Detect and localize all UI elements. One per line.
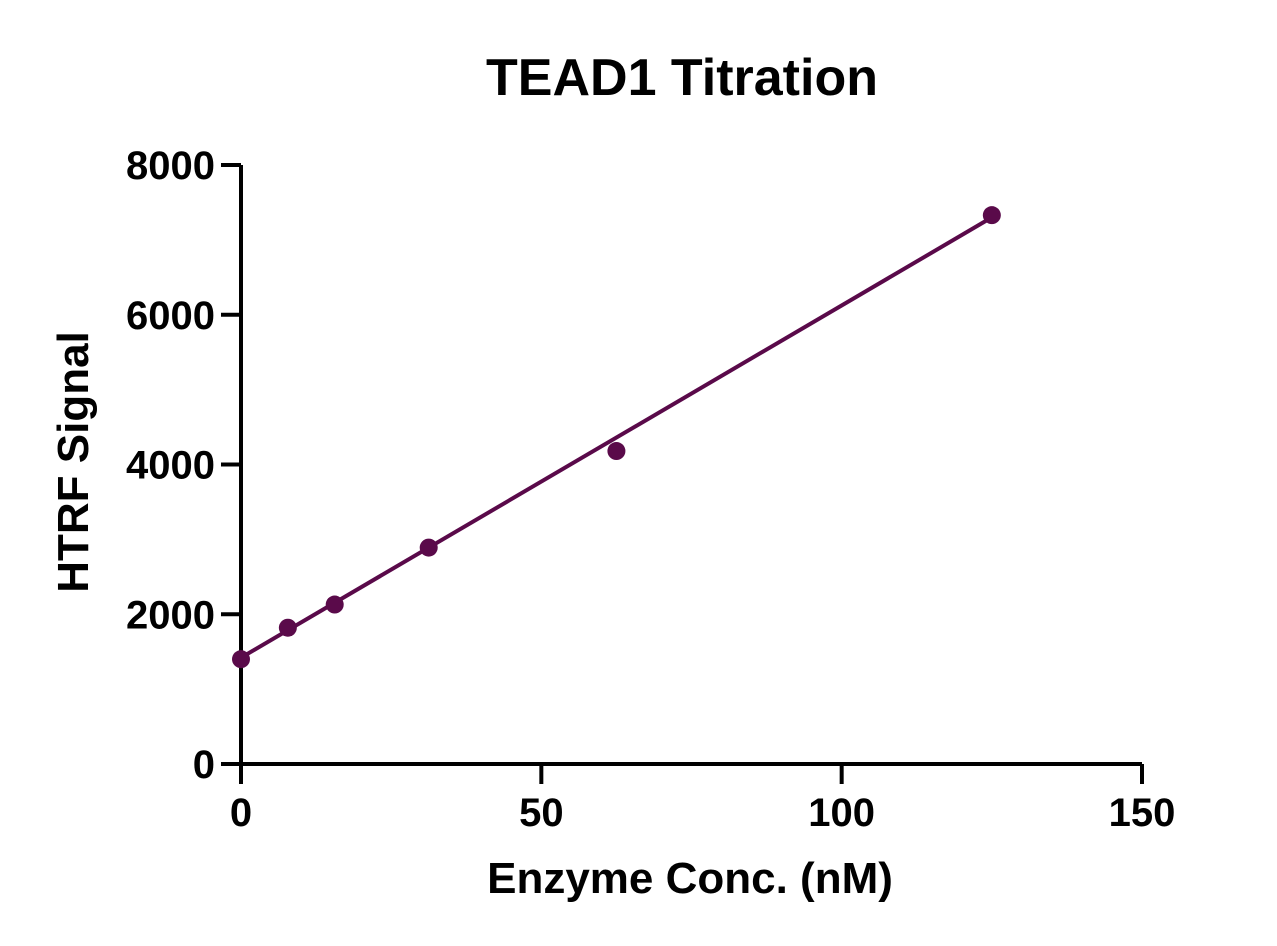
y-tick-label: 4000 xyxy=(126,444,215,488)
data-point xyxy=(278,618,297,637)
fit-line xyxy=(239,215,993,660)
x-tick-label: 50 xyxy=(519,791,564,835)
data-point xyxy=(607,442,626,461)
data-point xyxy=(325,595,344,614)
chart-title: TEAD1 Titration xyxy=(486,49,878,107)
y-tick-label: 2000 xyxy=(126,593,215,637)
ticks: 0 2000 4000 6000 8000 0 50 100 150 xyxy=(126,144,1175,835)
data-point xyxy=(419,538,438,557)
x-axis-label: Enzyme Conc. (nM) xyxy=(487,854,893,903)
plot-area xyxy=(232,206,1001,669)
x-tick-label: 150 xyxy=(1109,791,1176,835)
y-axis-label: HTRF Signal xyxy=(49,331,98,593)
data-point xyxy=(982,206,1001,225)
y-tick-label: 8000 xyxy=(126,144,215,188)
x-tick-label: 100 xyxy=(808,791,875,835)
y-tick-label: 0 xyxy=(193,743,215,787)
y-tick-label: 6000 xyxy=(126,294,215,338)
axes xyxy=(239,165,1142,766)
x-tick-label: 0 xyxy=(230,791,252,835)
data-point xyxy=(232,650,250,669)
